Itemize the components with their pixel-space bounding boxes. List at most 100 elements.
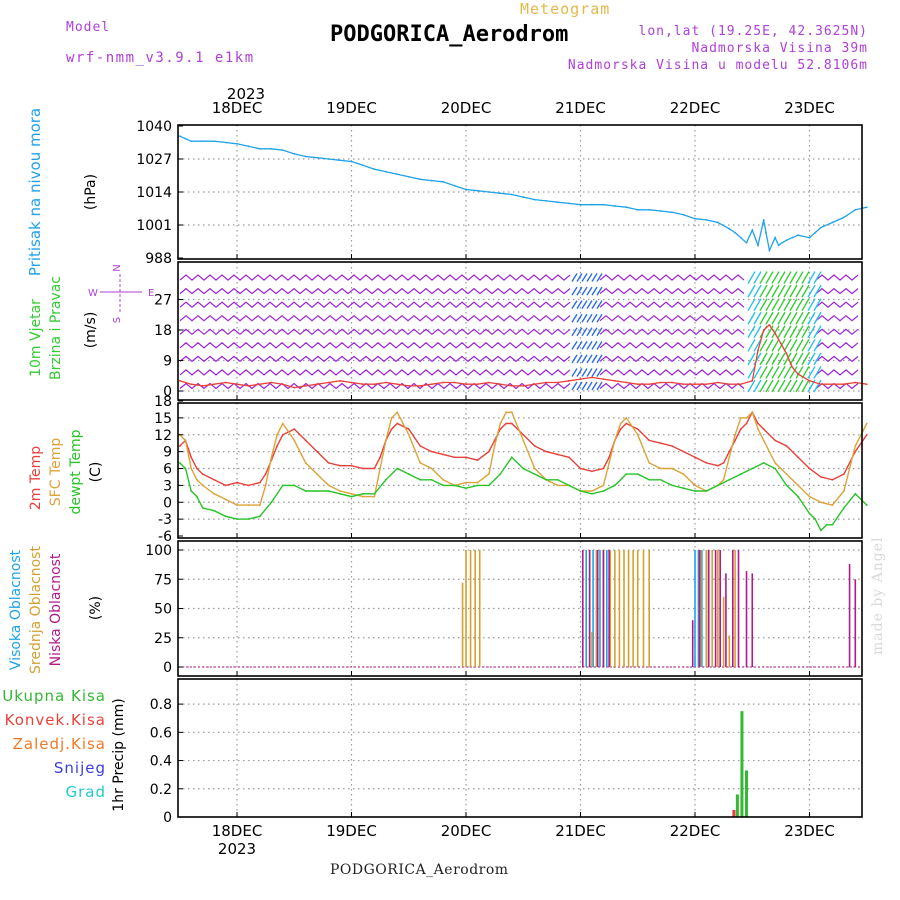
dewpoint-line-point	[705, 490, 708, 492]
pressure-line-point	[453, 184, 456, 187]
precip-bar-total	[745, 770, 749, 817]
temp-2m-line-point	[762, 428, 765, 431]
pressure-line-point	[808, 236, 811, 239]
wind-barb-storm	[759, 298, 768, 312]
temp-2m-axis-label: 2m Temp	[28, 446, 44, 510]
y-tick-clouds: 0	[163, 660, 172, 676]
wind-barb-blue	[586, 300, 593, 310]
pressure-line-point	[304, 155, 307, 158]
dewpoint-line-point	[213, 509, 216, 512]
dewpoint-line-point	[247, 518, 250, 521]
wind-barb-blue	[591, 273, 598, 282]
temp-2m-line-point	[442, 453, 444, 456]
temp-sfc-line-point	[327, 484, 330, 487]
temp-sfc-line-point	[734, 433, 736, 436]
temp-sfc-line-point	[648, 461, 651, 464]
temp-sfc-line-point	[213, 492, 216, 495]
wind-speed-line-point	[373, 383, 376, 386]
precip-axis-label: 1hr Precip (mm)	[111, 698, 127, 811]
wind-barb-storm	[807, 338, 816, 352]
wind-barb-blue	[581, 273, 588, 282]
temp-2m-line-point	[304, 439, 307, 442]
temp-2m-line-point	[316, 450, 319, 453]
temp-2m-line-point	[865, 433, 868, 436]
y-tick-temperature: 0	[163, 495, 172, 511]
temp-2m-line-point	[465, 456, 467, 459]
pressure-line-point	[556, 201, 559, 204]
temp-sfc-axis-label: SFC Temp	[48, 438, 64, 507]
wind-barb-blue	[571, 354, 578, 364]
wind-barb-storm	[807, 284, 816, 298]
dewpoint-line-point	[568, 484, 570, 487]
wind-barb-row	[179, 301, 571, 308]
y-tick-pressure: 1027	[136, 152, 172, 168]
wind-barb-storm	[771, 311, 780, 325]
pressure-line-point	[373, 168, 376, 171]
wind-barb-blue	[576, 286, 583, 296]
temp-2m-line-point	[196, 467, 198, 470]
pressure-line-point	[831, 221, 834, 224]
temp-2m-line-point	[236, 481, 238, 484]
wind-barb-blue	[596, 273, 603, 282]
wind-barb-row	[179, 314, 571, 322]
x-tick-bottom-21dec: 21DEC	[555, 822, 606, 840]
wind-speed-line-point	[522, 385, 525, 387]
wind-barb-storm	[771, 379, 780, 393]
wind-barb-blue	[581, 381, 588, 391]
wind-barb-storm	[795, 284, 804, 298]
y-tick-temperature: 12	[154, 428, 172, 444]
dewpoint-line-point	[430, 478, 433, 481]
temp-sfc-line-point	[407, 433, 410, 436]
y-tick-precip: 0	[163, 810, 172, 826]
altitude-label: Nadmorska Visina 39m	[691, 41, 868, 56]
wind-barb-storm	[771, 271, 780, 284]
wind-speed-line-point	[499, 383, 502, 386]
wind-barb-storm	[759, 271, 768, 284]
y-tick-wind: 0	[163, 384, 172, 400]
wind-barb-storm	[753, 284, 762, 298]
wind-barb-storm	[789, 311, 798, 325]
pressure-line-point	[293, 153, 296, 155]
dewpoint-line-point	[419, 478, 422, 481]
pressure-line-point	[865, 206, 868, 209]
wind-barb-storm	[813, 325, 822, 339]
wind-speed-line-point	[613, 379, 616, 382]
dewpoint-line-point	[814, 518, 817, 521]
wind-speed-line-point	[820, 383, 822, 386]
temp-sfc-line-point	[682, 473, 685, 476]
temp-2m-line-point	[430, 450, 433, 453]
temp-sfc-line-point	[671, 467, 673, 470]
wind-barb-storm	[783, 325, 792, 339]
wind-speed-line-point	[591, 376, 593, 379]
temp-sfc-line-point	[745, 416, 748, 419]
wind-barb-storm	[771, 352, 780, 366]
wind-speed-line-point	[808, 379, 811, 382]
wind-speed-line-point	[762, 329, 765, 331]
dewpoint-line-point	[785, 484, 788, 487]
temp-2m-line-point	[396, 422, 399, 425]
temp-sfc-line-point	[442, 478, 444, 481]
wind-barb-storm	[789, 352, 798, 366]
temp-sfc-line-point	[659, 467, 662, 470]
wind-barb-blue	[571, 340, 578, 350]
pressure-line-point	[648, 208, 651, 211]
wind-speed-line-point	[236, 383, 238, 386]
pressure-line-point	[579, 203, 582, 206]
temp-2m-line-point	[619, 428, 622, 431]
temp-2m-line-point	[276, 445, 278, 447]
wind-barb-blue	[571, 273, 578, 282]
dewpoint-line-point	[865, 504, 868, 506]
pressure-line-point	[745, 241, 748, 244]
wind-speed-line-point	[316, 383, 319, 386]
wind-speed-line-point	[293, 386, 296, 389]
dewpoint-line-point	[476, 484, 479, 487]
temp-2m-line-point	[390, 428, 393, 431]
temp-sfc-line-point	[785, 473, 788, 476]
x-tick-top-23dec: 23DEC	[784, 99, 835, 117]
wind-speed-line-point	[327, 381, 330, 384]
dewpoint-line-point	[339, 492, 341, 495]
wind-barb-blue	[581, 313, 588, 323]
dewpoint-line-point	[178, 461, 181, 464]
pressure-line-point	[545, 199, 548, 202]
